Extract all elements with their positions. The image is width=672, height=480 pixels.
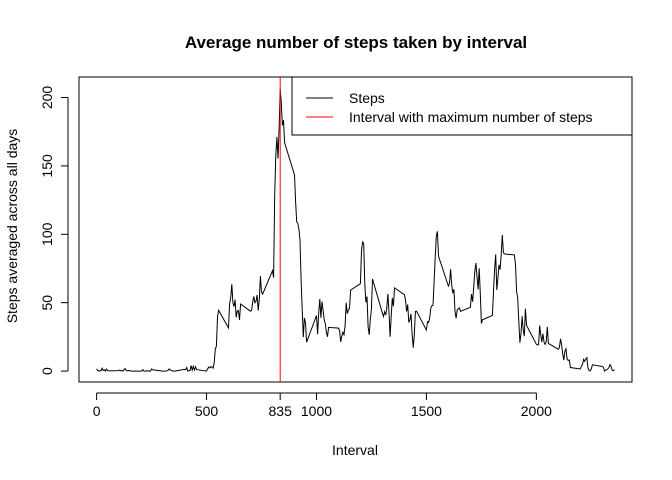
x-tick-label: 1500 <box>411 403 442 419</box>
legend-box <box>291 76 633 136</box>
x-tick-label: 500 <box>195 403 219 419</box>
legend: Steps Interval with maximum number of ste… <box>291 76 633 136</box>
y-tick-label: 0 <box>39 367 55 375</box>
y-tick-label: 150 <box>39 154 55 178</box>
series-line-steps <box>96 88 615 373</box>
y-tick-label: 200 <box>39 86 55 110</box>
legend-label: Interval with maximum number of steps <box>349 109 593 125</box>
x-tick-label: 1000 <box>301 403 332 419</box>
x-tick-label: 835 <box>269 403 293 419</box>
y-tick-label: 100 <box>39 222 55 246</box>
x-tick-label: 0 <box>93 403 101 419</box>
x-tick-label: 2000 <box>521 403 552 419</box>
chart-title: Average number of steps taken by interva… <box>185 33 527 52</box>
x-axis-label: Interval <box>332 442 378 458</box>
legend-label: Steps <box>349 90 385 106</box>
y-axis-label: Steps averaged across all days <box>4 129 20 324</box>
plot-area: 0 500 835 1000 1500 2000 0 50 100 150 200 <box>39 76 633 419</box>
y-tick-label: 50 <box>39 295 55 311</box>
